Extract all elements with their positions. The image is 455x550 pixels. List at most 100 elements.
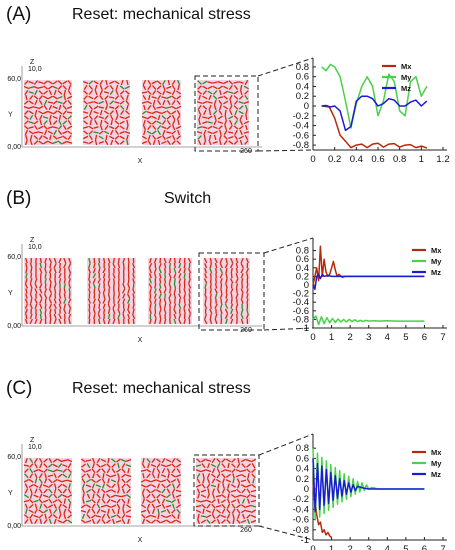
magnetization-arrow — [28, 484, 34, 488]
magnetization-arrow — [202, 85, 208, 90]
magnetization-arrow — [141, 140, 148, 145]
magnetization-arrow — [233, 85, 239, 90]
magnetization-arrow — [28, 100, 34, 105]
magnetization-arrow — [88, 283, 91, 289]
magnetization-arrow — [117, 478, 120, 484]
magnetization-arrow — [85, 499, 92, 503]
magnetization-arrow — [114, 129, 119, 136]
magnetization-arrow — [234, 119, 238, 126]
magnetization-arrow — [225, 318, 228, 325]
magnetization-arrow — [200, 519, 207, 524]
magnetization-arrow — [224, 124, 227, 131]
magnetization-arrow — [146, 458, 151, 463]
magnetization-arrow — [62, 519, 68, 524]
y-tick-label: -0.8 — [293, 525, 309, 536]
magnetization-arrow — [62, 483, 68, 488]
magnetization-arrow — [98, 141, 104, 144]
magnetization-arrow — [100, 119, 103, 126]
magnetization-arrow — [93, 293, 96, 299]
magnetization-arrow — [156, 125, 162, 130]
magnetization-arrow — [44, 288, 48, 294]
magnetization-arrow — [197, 80, 202, 85]
magnetization-arrow — [214, 257, 218, 264]
magnetization-arrow — [109, 106, 115, 109]
magnetization-arrow — [114, 140, 120, 145]
magnetization-arrow — [197, 135, 202, 140]
magnetization-arrow — [226, 473, 231, 478]
magnetization-arrow — [228, 124, 233, 131]
y-tick-label: -0.4 — [293, 297, 309, 308]
magnetization-arrow — [161, 106, 167, 109]
magnetization-arrow — [216, 488, 221, 494]
magnetization-arrow — [44, 273, 47, 279]
magnetization-arrow — [57, 140, 63, 145]
magnetization-arrow — [114, 80, 120, 85]
magnetization-arrow — [132, 303, 135, 309]
magnetization-arrow — [87, 298, 92, 304]
magnetization-arrow — [160, 464, 167, 468]
y-tick-label: -0.8 — [293, 140, 309, 151]
magnetization-arrow — [104, 99, 109, 106]
magnetization-arrow — [173, 273, 177, 279]
zoom-guide-bottom — [263, 327, 314, 331]
magnetization-arrow — [228, 91, 234, 94]
magnetization-arrow — [121, 473, 126, 478]
magnetization-arrow — [85, 459, 92, 462]
magnetization-arrow — [43, 99, 48, 106]
magnetization-arrow — [62, 504, 68, 509]
magnetization-arrow — [96, 473, 101, 479]
magnetization-arrow — [160, 494, 167, 498]
magnetization-arrow — [216, 514, 221, 519]
magnetization-arrow — [165, 519, 172, 524]
magnetization-arrow — [240, 484, 247, 488]
magnetization-arrow — [239, 119, 243, 126]
magnetization-arrow — [38, 131, 44, 134]
magnetization-arrow — [109, 80, 115, 85]
magnetization-arrow — [213, 114, 217, 121]
magnetization-arrow — [204, 293, 208, 299]
magnetization-arrow — [250, 519, 257, 524]
magnetization-arrow — [33, 106, 39, 109]
magnetization-arrow — [212, 130, 218, 135]
magnetization-arrow — [33, 499, 39, 503]
magnetization-arrow — [171, 514, 176, 519]
magnetization-arrow — [233, 100, 239, 105]
magnetization-arrow — [111, 508, 116, 514]
magnetization-arrow — [232, 478, 235, 484]
magnetization-arrow — [66, 111, 73, 114]
magnetization-arrow — [196, 473, 201, 479]
magnetization-arrow — [29, 488, 33, 494]
magnetization-arrow — [91, 514, 96, 519]
magnetization-arrow — [142, 473, 145, 479]
magnetization-arrow — [85, 519, 92, 523]
magnetization-arrow — [246, 514, 251, 519]
magnetization-arrow — [228, 136, 234, 139]
magnetization-arrow — [166, 99, 171, 106]
magnetization-arrow — [58, 303, 62, 309]
magnetization-arrow — [146, 519, 151, 524]
magnetization-arrow — [211, 488, 216, 494]
magnetization-arrow — [105, 79, 108, 86]
magnetization-arrow — [239, 129, 243, 136]
magnetization-arrow — [151, 493, 156, 499]
magnetization-arrow — [81, 463, 86, 468]
magnetization-arrow — [148, 308, 152, 314]
magnetization-arrow — [146, 488, 151, 494]
magnetization-arrow — [101, 483, 106, 489]
magnetization-arrow — [57, 493, 63, 499]
magnetization-arrow — [47, 483, 53, 489]
magnetization-arrow — [62, 115, 68, 120]
magnetization-arrow — [48, 268, 52, 274]
magnetization-arrow — [155, 504, 162, 508]
magnetization-arrow — [43, 95, 49, 100]
magnetization-arrow — [171, 483, 176, 489]
y-tick-label: 0.6 — [296, 254, 309, 265]
y-top-label: 60,0 — [7, 76, 21, 83]
y-tick-label: 0.8 — [296, 246, 309, 257]
magnetization-arrow — [68, 313, 72, 320]
magnetization-arrow — [58, 298, 62, 304]
x-tick-label: 1 — [329, 332, 334, 343]
magnetization-arrow — [166, 493, 171, 499]
magnetization-arrow — [30, 288, 33, 294]
magnetization-arrow — [53, 508, 58, 514]
